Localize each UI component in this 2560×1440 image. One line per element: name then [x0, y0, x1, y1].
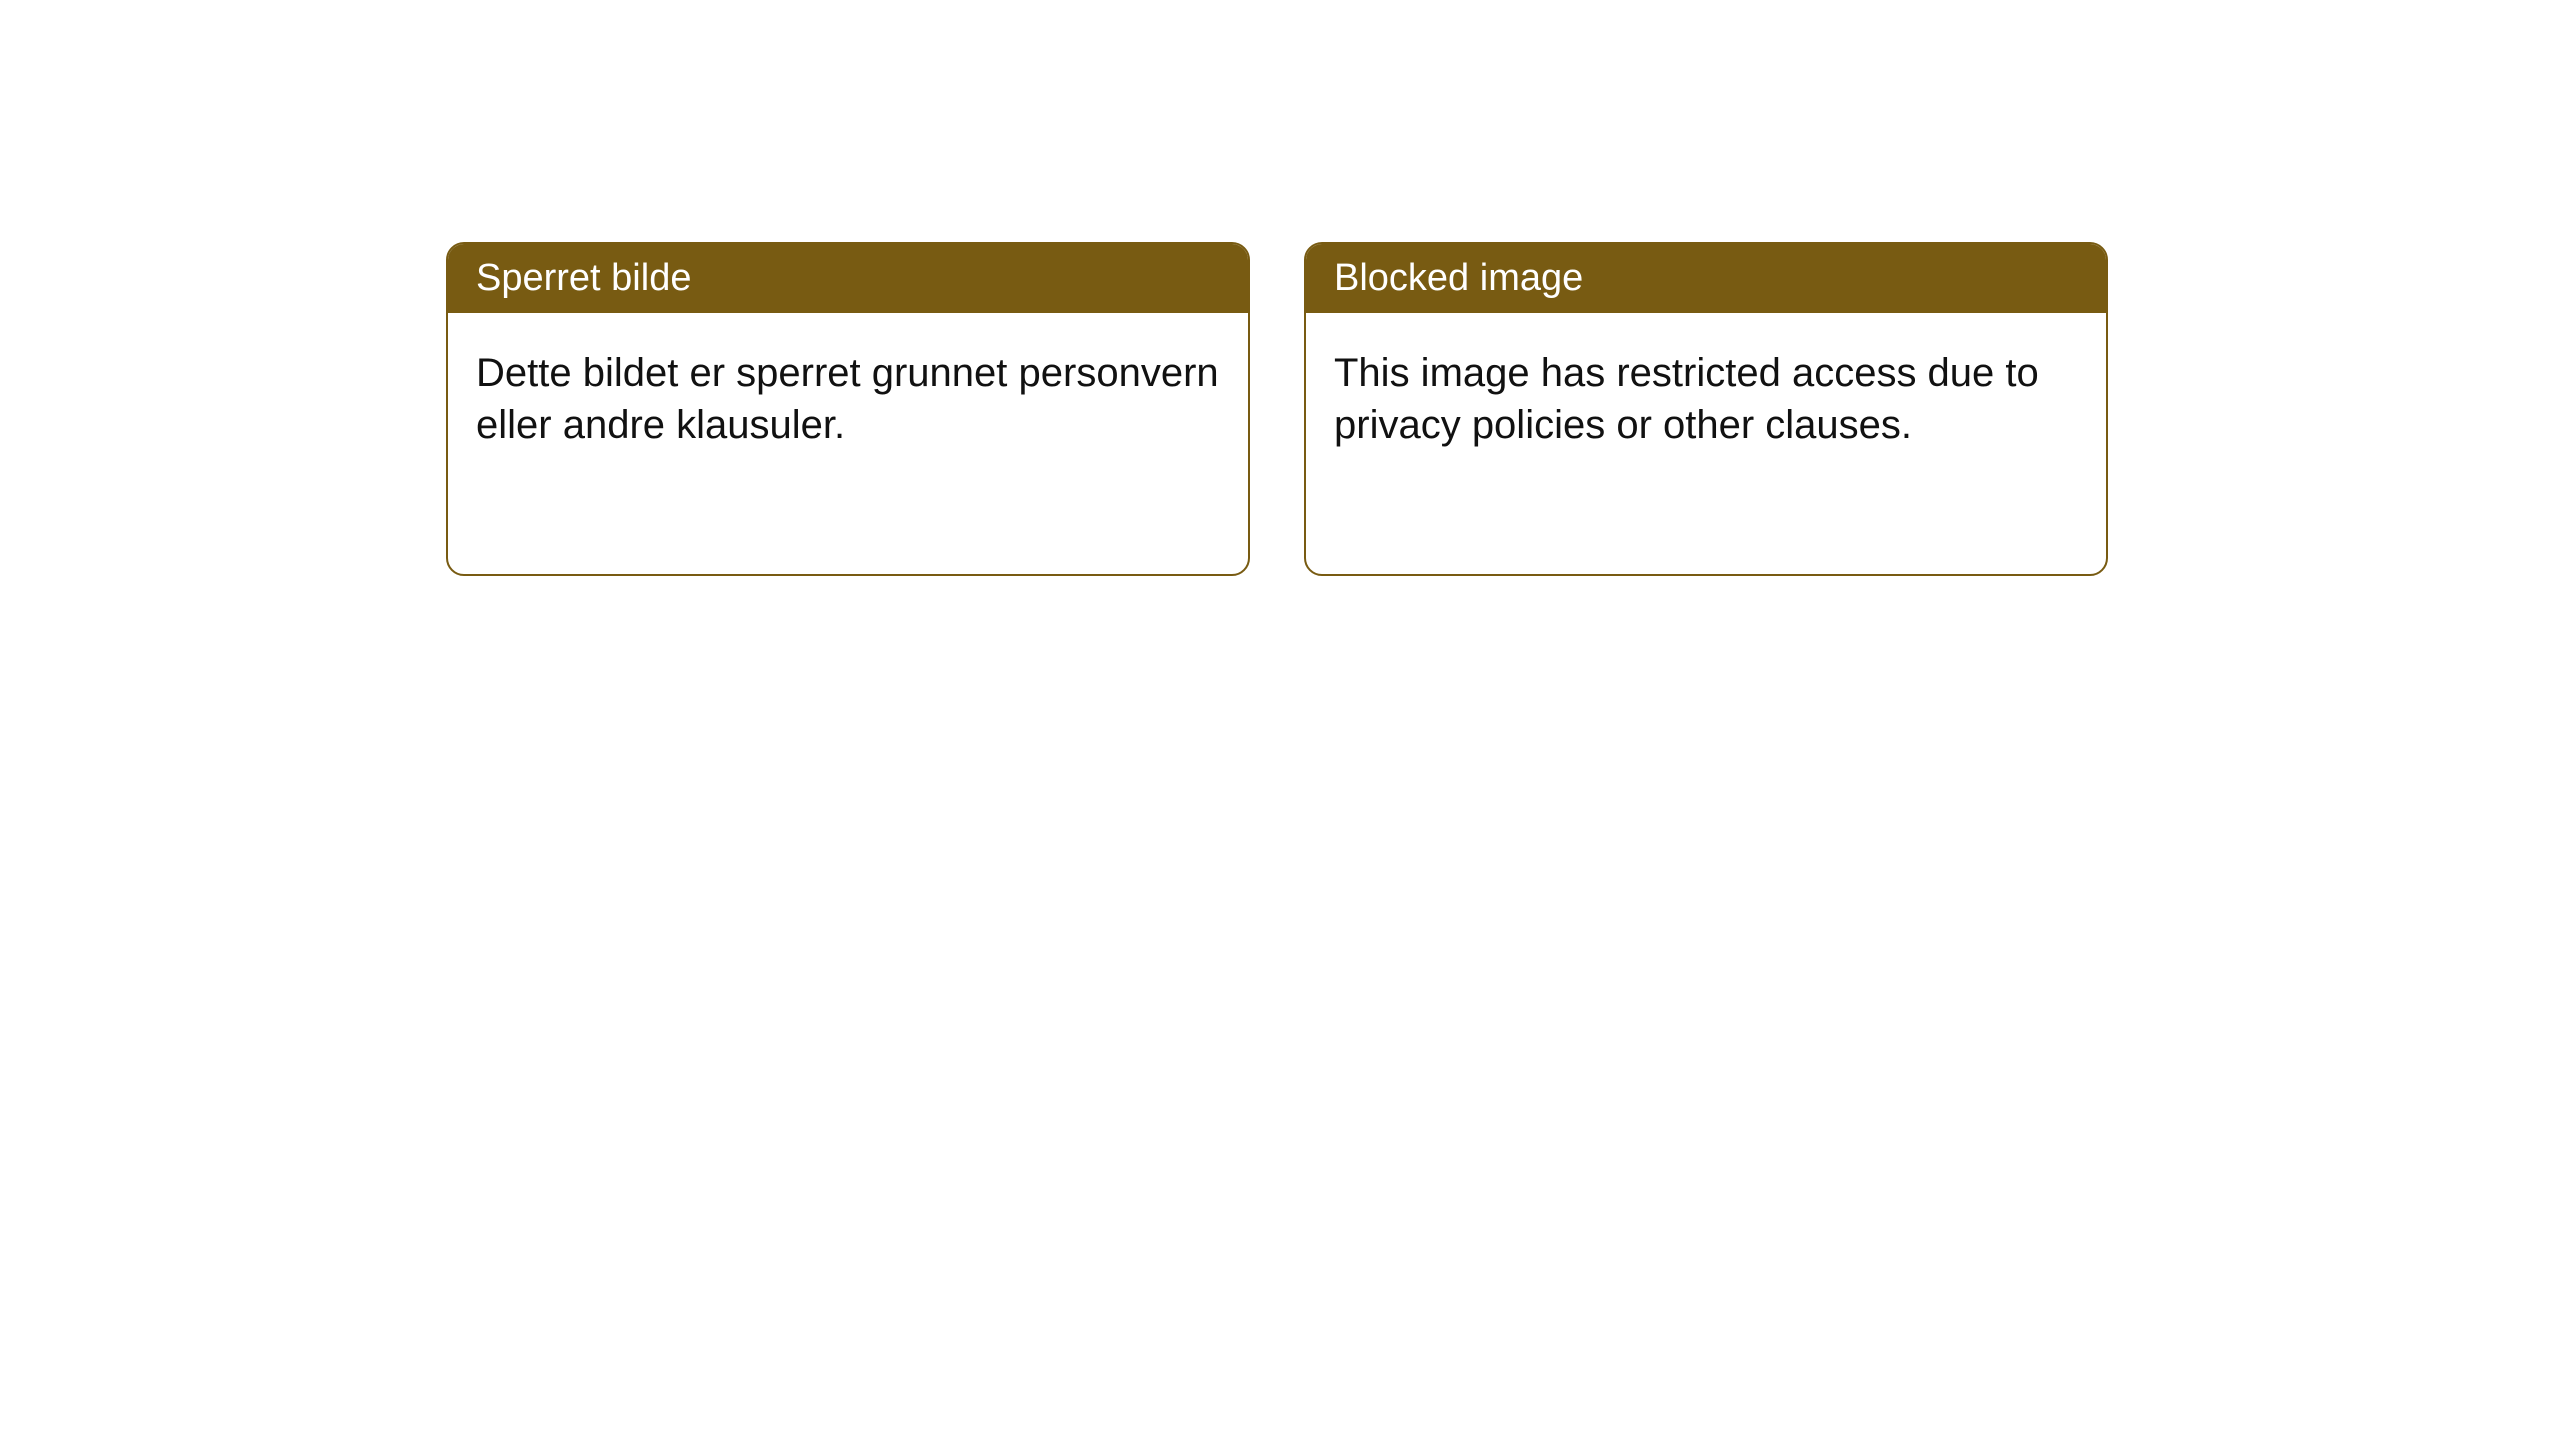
notice-title: Blocked image: [1334, 257, 1583, 299]
notice-title: Sperret bilde: [476, 257, 691, 299]
notice-body-text: This image has restricted access due to …: [1334, 351, 2039, 447]
notice-body: Dette bildet er sperret grunnet personve…: [448, 313, 1248, 485]
notice-body-text: Dette bildet er sperret grunnet personve…: [476, 351, 1219, 447]
notice-body: This image has restricted access due to …: [1306, 313, 2106, 485]
notice-container: Sperret bilde Dette bildet er sperret gr…: [0, 0, 2560, 576]
notice-header: Sperret bilde: [448, 244, 1248, 313]
notice-box-norwegian: Sperret bilde Dette bildet er sperret gr…: [446, 242, 1250, 576]
notice-box-english: Blocked image This image has restricted …: [1304, 242, 2108, 576]
notice-header: Blocked image: [1306, 244, 2106, 313]
